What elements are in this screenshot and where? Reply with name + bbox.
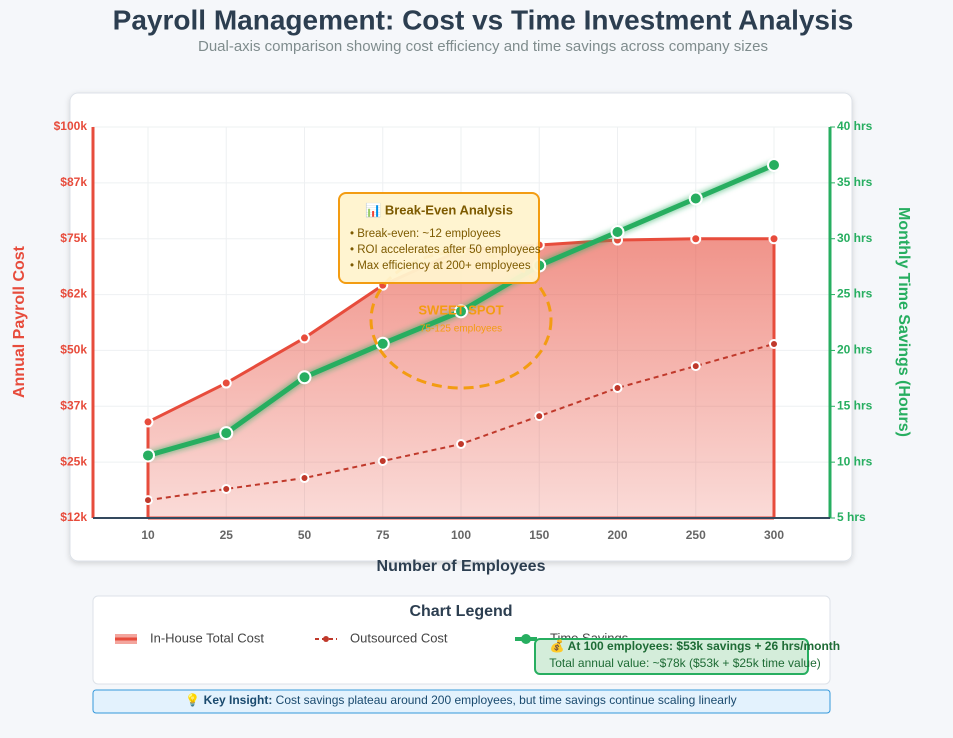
- point: [454, 304, 468, 319]
- point: [767, 157, 781, 172]
- x-tick-label: 100: [451, 528, 471, 542]
- break-even-line: • ROI accelerates after 50 employees: [350, 244, 541, 256]
- point: [220, 377, 232, 389]
- x-tick-label: 75: [376, 528, 390, 542]
- point: [768, 233, 780, 245]
- point: [612, 382, 623, 393]
- y-tick-label: $100k: [54, 119, 88, 133]
- point: [377, 456, 388, 467]
- y2-tick-label: 25 hrs: [837, 287, 873, 301]
- insight-text: Cost savings plateau around 200 employee…: [276, 693, 737, 707]
- point: [375, 336, 390, 351]
- point: [610, 225, 625, 240]
- legend-swatch-dot: [521, 634, 531, 644]
- point: [769, 338, 779, 349]
- callout-box: [534, 638, 809, 675]
- chart-subtitle: Dual-axis comparison showing cost effici…: [198, 38, 768, 55]
- insight-label: 💡 Key Insight:: [185, 693, 272, 707]
- y2-tick-label: 35 hrs: [837, 175, 873, 189]
- plot-area: 10 25 50 75 100 150 200 250 300 $12k $25k $37k $50k $…: [54, 119, 873, 542]
- legend-label: In-House Total Cost: [150, 630, 264, 645]
- point: [143, 495, 153, 506]
- y-tick-label: $25k: [60, 454, 87, 468]
- y2-tick-label: 20 hrs: [837, 343, 873, 357]
- y2-tick-label: 30 hrs: [837, 231, 873, 245]
- point: [142, 416, 154, 428]
- y-axis-label: Annual Payroll Cost: [11, 245, 28, 398]
- x-tick-label: 10: [141, 528, 155, 542]
- sweet-spot-title: SWEET SPOT: [418, 302, 503, 317]
- point: [299, 473, 310, 484]
- y2-axis-label: Monthly Time Savings (Hours): [895, 207, 912, 437]
- sweet-spot-range: 75-125 employees: [420, 324, 502, 335]
- point: [690, 233, 702, 245]
- y-tick-label: $50k: [60, 343, 87, 357]
- break-even-box: [338, 192, 540, 284]
- chart-title: Payroll Management: Cost vs Time Investm…: [113, 4, 854, 35]
- x-tick-label: 150: [529, 528, 549, 542]
- insight: 💡 Key Insight: Cost savings plateau arou…: [185, 693, 736, 707]
- break-even-line: • Break-even: ~12 employees: [350, 228, 501, 240]
- x-tick-label: 25: [220, 528, 234, 542]
- point: [297, 370, 312, 385]
- legend: In-House Total Cost Outsourced Cost Time S…: [115, 630, 629, 645]
- point: [456, 439, 466, 450]
- break-even-line: • Max efficiency at 200+ employees: [350, 260, 531, 272]
- y-tick-label: $75k: [60, 231, 87, 245]
- point: [219, 426, 234, 441]
- point: [299, 332, 310, 344]
- point: [690, 361, 701, 372]
- y-tick-label: $62k: [60, 287, 87, 301]
- y2-tick-label: 15 hrs: [837, 398, 873, 412]
- callout-detail: Total annual value: ~$78k ($53k + $25k t…: [549, 656, 821, 670]
- legend-swatch-dot: [323, 636, 329, 642]
- point: [141, 448, 155, 463]
- y2-tick-label: 10 hrs: [837, 454, 873, 468]
- x-tick-label: 50: [298, 528, 312, 542]
- x-tick-label: 250: [686, 528, 706, 542]
- y-tick-label: $12k: [60, 510, 87, 524]
- x-tick-label: 200: [607, 528, 627, 542]
- y-tick-label: $87k: [60, 175, 87, 189]
- area: [148, 238, 774, 518]
- break-even-title: 📊 Break-Even Analysis: [365, 202, 513, 217]
- x-tick-label: 300: [764, 528, 784, 542]
- insight-box: [92, 689, 831, 714]
- y2-tick-label: 40 hrs: [837, 119, 873, 133]
- y2-tick-label: 5 hrs: [837, 510, 866, 524]
- legend-label: Outsourced Cost: [350, 630, 448, 645]
- point: [221, 483, 232, 494]
- callout-title: 💰 At 100 employees: $53k savings + 26 hr…: [550, 639, 840, 653]
- x-axis-label: Number of Employees: [377, 558, 546, 575]
- point: [688, 191, 703, 206]
- y-tick-label: $37k: [60, 398, 87, 412]
- legend-title: Chart Legend: [409, 603, 512, 620]
- point: [534, 411, 545, 422]
